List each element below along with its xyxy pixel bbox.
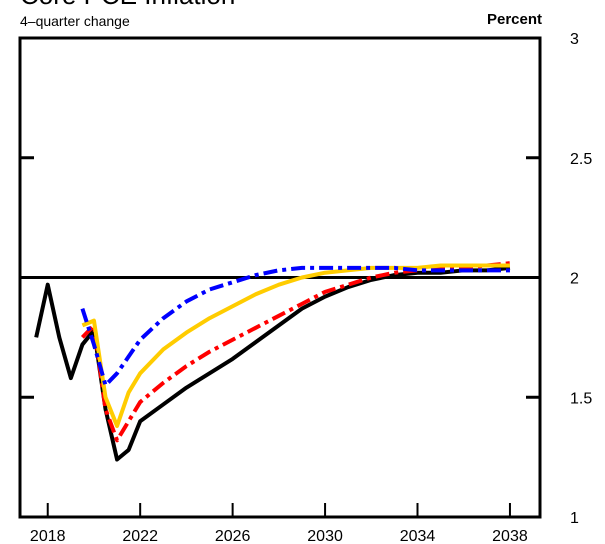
series-line (80, 261, 511, 443)
chart-title: Core PCE Inflation (20, 0, 235, 10)
x-tick-label: 2026 (215, 528, 251, 544)
chart-subtitle: 4–quarter change (20, 13, 130, 29)
x-tick-label: 2034 (400, 528, 436, 544)
series-line (80, 265, 510, 388)
y-tick-label: 2 (570, 271, 579, 288)
x-tick-label: 2018 (30, 528, 66, 544)
y-tick-label: 3 (570, 31, 579, 48)
series-line (34, 265, 511, 462)
x-tick-label: 2038 (492, 528, 528, 544)
x-tick-label: 2030 (307, 528, 343, 544)
series-line (81, 263, 510, 428)
y-tick-label: 1.5 (570, 390, 592, 407)
y-tick-label: 1 (570, 510, 579, 527)
y-tick-label: 2.5 (570, 151, 592, 168)
x-tick-label: 2022 (122, 528, 158, 544)
y-axis-label: Percent (487, 11, 542, 28)
